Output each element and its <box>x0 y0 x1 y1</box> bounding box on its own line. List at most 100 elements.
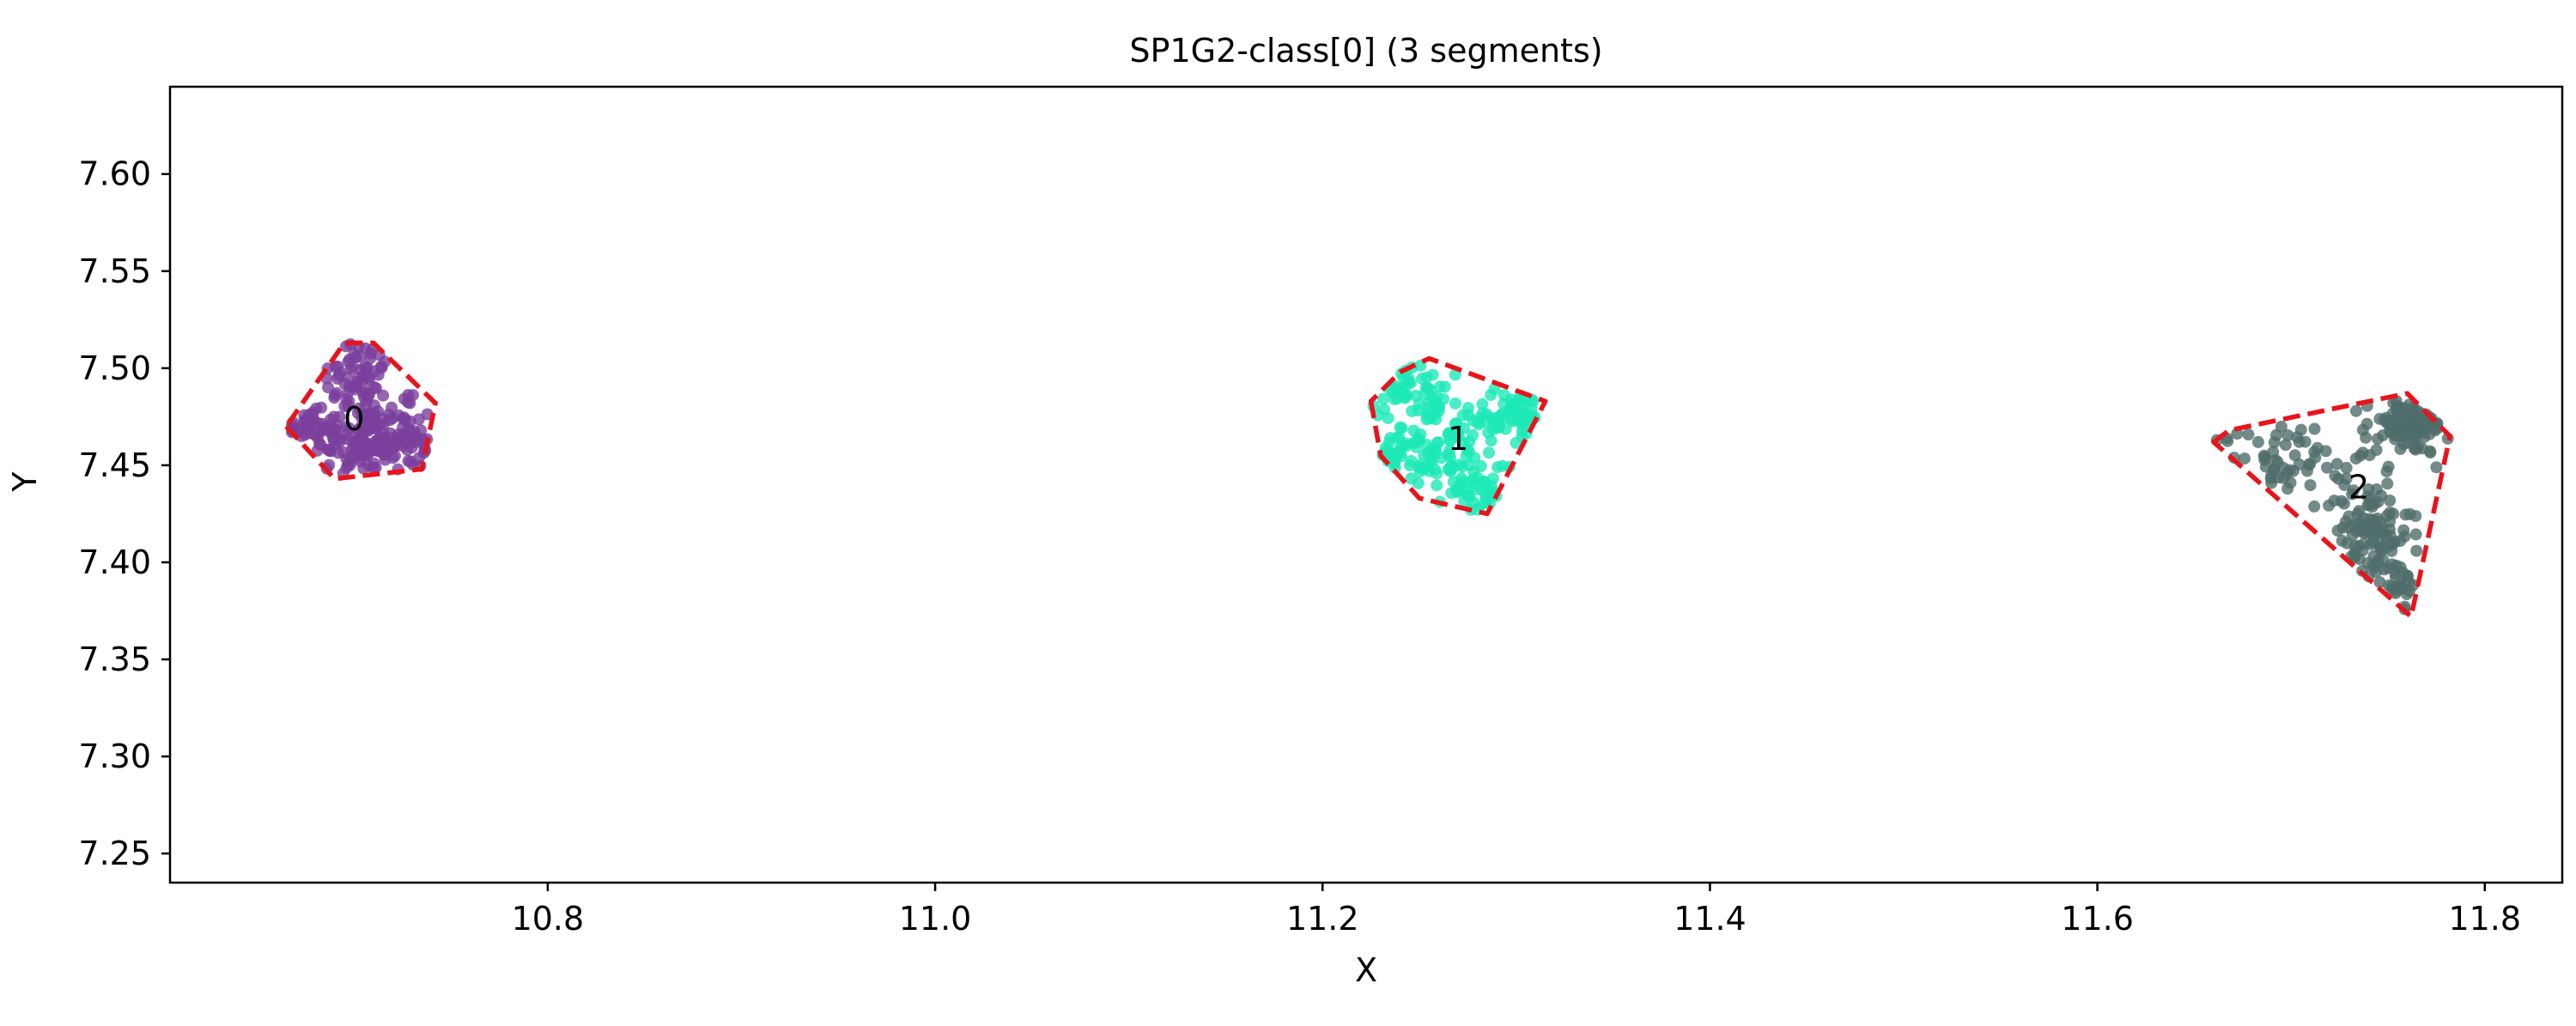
data-point <box>361 425 374 438</box>
x-tick-label: 11.6 <box>2061 900 2134 938</box>
data-point <box>1462 446 1475 458</box>
data-point <box>2409 528 2422 541</box>
x-tick-label: 11.0 <box>899 900 972 938</box>
data-point <box>2381 477 2394 490</box>
data-point <box>2366 501 2379 513</box>
data-point <box>1516 429 1528 442</box>
data-point <box>2331 525 2344 537</box>
data-point <box>369 461 382 474</box>
x-axis-label: X <box>1355 951 1377 989</box>
data-point <box>368 381 380 393</box>
data-point <box>370 422 383 435</box>
data-point <box>2360 431 2372 444</box>
data-point <box>2357 522 2370 535</box>
data-point <box>2351 507 2364 520</box>
data-point <box>1498 389 1510 402</box>
data-point <box>2281 429 2294 441</box>
data-point <box>1462 409 1475 422</box>
chart-title: SP1G2-class[0] (3 segments) <box>1129 32 1602 70</box>
data-point <box>1398 389 1411 401</box>
data-point <box>1456 460 1469 473</box>
data-point <box>1454 480 1467 493</box>
data-point <box>1492 422 1505 434</box>
data-point <box>1409 389 1422 402</box>
data-point <box>2308 500 2321 513</box>
data-point <box>2299 435 2312 448</box>
y-axis-label: Y <box>6 471 44 493</box>
data-point <box>2281 483 2294 495</box>
x-tick-label: 10.8 <box>512 900 585 938</box>
data-point <box>2399 508 2412 521</box>
data-point <box>409 435 422 448</box>
plot-frame <box>168 85 2564 884</box>
data-point <box>367 443 380 456</box>
data-point <box>1488 383 1501 396</box>
data-point <box>306 418 319 431</box>
plot-area: 0 1 2 <box>283 338 2454 619</box>
data-point <box>322 381 334 394</box>
data-point <box>402 454 415 467</box>
data-point <box>353 434 366 447</box>
data-point <box>1388 462 1401 475</box>
x-tick-label: 11.8 <box>2448 900 2521 938</box>
data-point <box>377 389 390 402</box>
data-point <box>337 446 350 458</box>
data-point <box>1432 405 1445 418</box>
data-point <box>1426 368 1439 381</box>
data-point <box>2424 445 2436 458</box>
data-point <box>2350 404 2362 417</box>
data-point <box>2372 433 2384 446</box>
data-point <box>361 361 374 374</box>
data-point <box>1410 440 1422 453</box>
axes: 10.8 11.0 11.2 11.4 11.6 11.8 7.25 7.30 7.35 7.40… <box>78 85 2564 938</box>
data-point <box>299 428 312 441</box>
segment-0: 0 <box>283 338 438 482</box>
data-point <box>1438 380 1451 393</box>
data-point <box>380 448 392 460</box>
data-point <box>1424 455 1437 468</box>
data-point <box>2384 515 2397 528</box>
data-point <box>359 342 372 355</box>
data-point <box>386 401 398 414</box>
data-point <box>310 402 323 415</box>
data-point <box>1435 452 1448 464</box>
data-point <box>346 361 359 373</box>
data-point <box>2251 435 2264 448</box>
data-point <box>412 452 425 464</box>
data-point <box>313 437 325 450</box>
data-point <box>1431 391 1443 403</box>
data-point <box>1474 459 1487 472</box>
data-point <box>2242 428 2255 440</box>
x-tick-label: 11.4 <box>1674 900 1747 938</box>
data-point <box>2380 416 2393 428</box>
data-point <box>2267 446 2280 458</box>
data-point <box>2410 544 2423 557</box>
data-point <box>340 392 353 405</box>
data-point <box>1412 477 1425 489</box>
data-point <box>388 438 401 451</box>
data-point <box>2373 576 2386 589</box>
data-point <box>2340 461 2353 474</box>
data-point <box>1377 392 1389 405</box>
data-point <box>384 414 397 427</box>
data-point <box>2346 529 2359 541</box>
data-point <box>2378 563 2391 576</box>
y-tick-label: 7.30 <box>78 738 151 775</box>
data-point <box>1467 428 1479 441</box>
data-point <box>2330 458 2343 471</box>
data-point <box>376 431 389 444</box>
data-point <box>1472 416 1485 428</box>
data-point <box>2272 471 2285 484</box>
data-point <box>2401 569 2414 582</box>
data-point <box>1485 480 1498 493</box>
data-point <box>2308 446 2321 458</box>
data-point <box>2409 420 2422 433</box>
data-point <box>2379 528 2392 541</box>
data-point <box>2231 428 2244 440</box>
data-point <box>2409 510 2422 522</box>
data-point <box>2321 461 2333 474</box>
data-point <box>1476 398 1489 410</box>
data-point <box>350 379 363 392</box>
